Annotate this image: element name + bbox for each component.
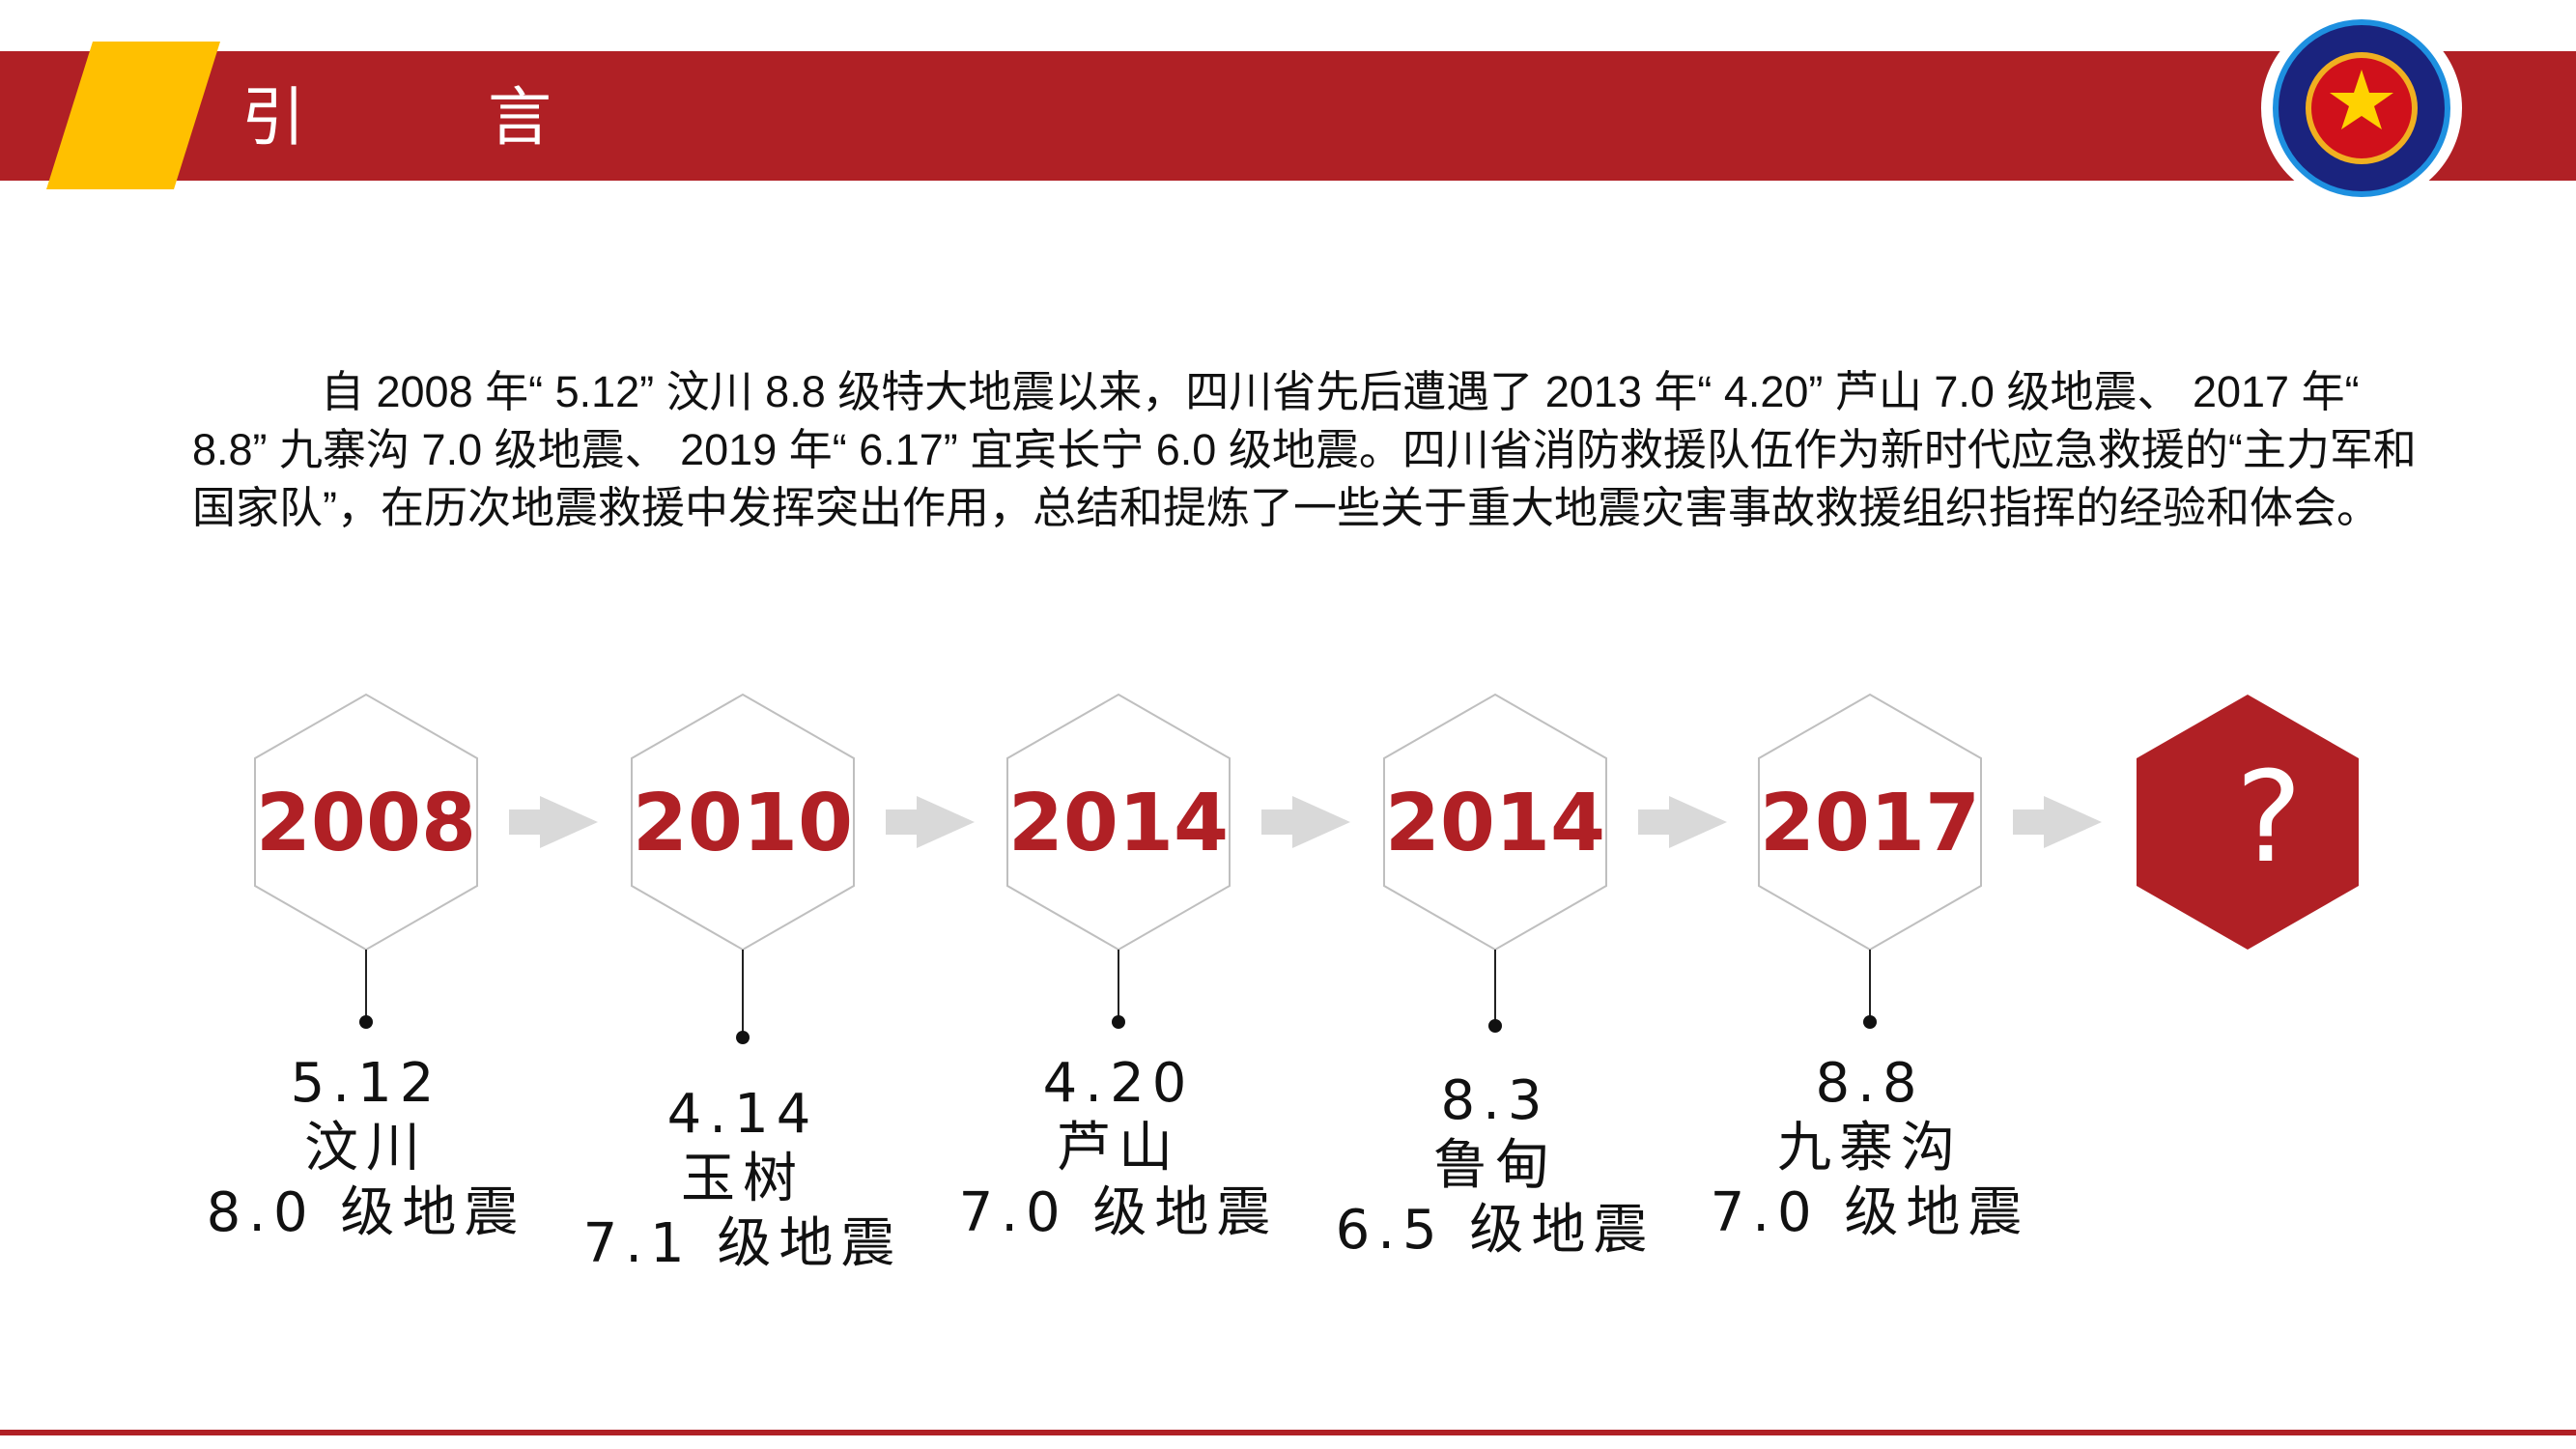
- future-hexagon: [2137, 695, 2359, 950]
- year-label: 2010: [633, 778, 853, 869]
- event-place: 芦山: [1057, 1117, 1180, 1179]
- arrow-right-icon: [1638, 796, 1727, 848]
- arrow-right-icon: [509, 796, 598, 848]
- event-magnitude: 6.5 级地震: [1335, 1199, 1656, 1262]
- arrow-right-icon: [886, 796, 975, 848]
- event-place: 鲁甸: [1433, 1134, 1557, 1197]
- event-date: 5.12: [290, 1052, 442, 1115]
- event-date: 8.8: [1815, 1052, 1925, 1115]
- event-magnitude: 8.0 级地震: [206, 1181, 526, 1244]
- arrow-right-icon: [2013, 796, 2102, 848]
- question-mark-icon: ?: [2236, 744, 2303, 891]
- page-title: 引 言: [241, 80, 633, 155]
- event-date: 4.20: [1042, 1052, 1195, 1115]
- year-label: 2014: [1385, 778, 1605, 869]
- year-label: 2017: [1760, 778, 1980, 869]
- timeline-dot: [1863, 1015, 1877, 1029]
- accent-parallelogram: [46, 42, 220, 189]
- event-date: 8.3: [1440, 1069, 1550, 1132]
- event-label: 4.20 芦山 7.0 级地震: [925, 1051, 1312, 1245]
- event-date: 4.14: [666, 1083, 819, 1146]
- event-magnitude: 7.1 级地震: [582, 1212, 903, 1275]
- bottom-divider: [0, 1430, 2576, 1435]
- header-bar: [0, 51, 2576, 181]
- event-label: 4.14 玉树 7.1 级地震: [550, 1082, 936, 1276]
- event-magnitude: 7.0 级地震: [1710, 1181, 2030, 1244]
- event-place: 汶川: [304, 1117, 428, 1179]
- timeline: 2008 2010 2014 2014 2017?: [254, 693, 2359, 1044]
- timeline-dot: [359, 1015, 373, 1029]
- event-place: 玉树: [681, 1148, 805, 1210]
- timeline-dot: [736, 1031, 750, 1044]
- timeline-dot: [1112, 1015, 1125, 1029]
- year-label: 2014: [1008, 778, 1229, 869]
- event-label: 8.3 鲁甸 6.5 级地震: [1302, 1068, 1688, 1263]
- intro-paragraph: 自 2008 年“ 5.12” 汶川 8.8 级特大地震以来，四川省先后遭遇了 …: [192, 367, 2417, 532]
- year-label: 2008: [256, 778, 476, 869]
- event-label: 8.8 九寨沟 7.0 级地震: [1677, 1051, 2063, 1245]
- event-label: 5.12 汶川 8.0 级地震: [173, 1051, 559, 1245]
- event-magnitude: 7.0 级地震: [958, 1181, 1279, 1244]
- timeline-dot: [1488, 1019, 1502, 1033]
- fire-rescue-logo: [2261, 11, 2462, 206]
- event-place: 九寨沟: [1777, 1117, 1963, 1179]
- arrow-right-icon: [1261, 796, 1350, 848]
